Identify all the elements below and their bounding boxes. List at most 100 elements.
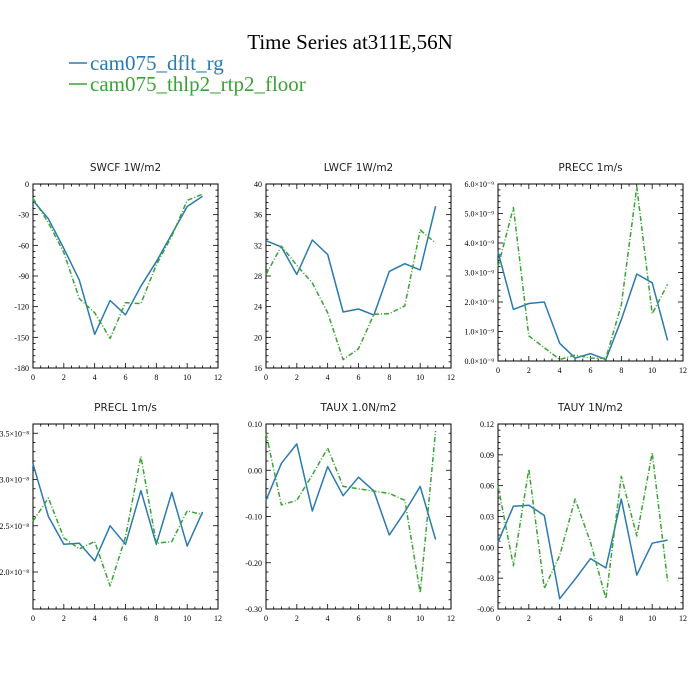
xtick-label: 10 bbox=[183, 373, 191, 382]
xtick-label: 0 bbox=[496, 366, 500, 375]
xtick-label: 12 bbox=[214, 614, 222, 623]
series-line-taux-0 bbox=[265, 443, 437, 540]
ytick-label: 0.10 bbox=[248, 420, 262, 429]
ytick-label: 20 bbox=[254, 333, 262, 342]
panels: SWCF 1W/m20 2 4 6 8 10 12-180-150-120-90-60-30… bbox=[0, 162, 687, 623]
ytick-label: 36 bbox=[254, 211, 262, 220]
legend-label-0: cam075_dflt_rg bbox=[90, 51, 224, 75]
xtick-label: 10 bbox=[183, 614, 191, 623]
legend-item-0: cam075_dflt_rg bbox=[69, 51, 224, 75]
ytick-label: 4.0×10⁻⁹ bbox=[464, 239, 494, 248]
xtick-label: 8 bbox=[387, 614, 391, 623]
xtick-label: 6 bbox=[124, 614, 128, 623]
series-line-tauy-1 bbox=[497, 452, 669, 600]
xtick-label: 10 bbox=[648, 366, 656, 375]
ytick-label: -150 bbox=[14, 333, 29, 342]
xtick-label: 4 bbox=[326, 614, 330, 623]
ytick-label: 0.09 bbox=[480, 451, 494, 460]
ytick-label: 0 bbox=[25, 180, 29, 189]
xtick-label: 4 bbox=[93, 373, 97, 382]
xtick-label: 8 bbox=[154, 614, 158, 623]
ytick-label: -0.10 bbox=[245, 513, 262, 522]
panel-precc-frame bbox=[497, 183, 684, 362]
xtick-label: 2 bbox=[62, 614, 66, 623]
series-line-swcf-1 bbox=[32, 193, 203, 340]
panel-precl-frame bbox=[32, 423, 219, 610]
ytick-label: 0.0×10⁻⁹ bbox=[464, 357, 494, 366]
xtick-label: 8 bbox=[154, 373, 158, 382]
ytick-label: 24 bbox=[254, 303, 262, 312]
figure-title: Time Series at311E,56N bbox=[247, 30, 453, 54]
xtick-label: 2 bbox=[295, 373, 299, 382]
xtick-label: 4 bbox=[558, 366, 562, 375]
xtick-label: 8 bbox=[619, 366, 623, 375]
series-line-taux-1 bbox=[265, 430, 437, 594]
ytick-label: 0.12 bbox=[480, 420, 494, 429]
panel-precc-title: PRECC 1m/s bbox=[558, 162, 622, 174]
panel-swcf-frame bbox=[32, 183, 219, 369]
xtick-label: 2 bbox=[295, 614, 299, 623]
xtick-label: 6 bbox=[357, 373, 361, 382]
ytick-label: -180 bbox=[14, 364, 29, 373]
ytick-label: 40 bbox=[254, 180, 262, 189]
xtick-label: 10 bbox=[416, 614, 424, 623]
xtick-label: 12 bbox=[214, 373, 222, 382]
ytick-label: 0.03 bbox=[480, 513, 494, 522]
ytick-label: 0.06 bbox=[480, 482, 494, 491]
panel-tauy-title: TAUY 1N/m2 bbox=[557, 402, 623, 414]
series-line-precl-1 bbox=[32, 455, 203, 587]
ytick-label: 0.00 bbox=[480, 543, 494, 552]
panel-tauy-frame bbox=[497, 423, 684, 610]
xtick-label: 6 bbox=[589, 614, 593, 623]
ytick-label: 2.0×10⁻⁹ bbox=[464, 298, 494, 307]
series-line-lwcf-0 bbox=[265, 206, 437, 316]
series-line-precc-1 bbox=[497, 186, 669, 361]
xtick-label: 4 bbox=[326, 373, 330, 382]
panel-taux-title: TAUX 1.0N/m2 bbox=[320, 402, 397, 414]
ytick-label: 3.0×10⁻⁹ bbox=[464, 269, 494, 278]
xtick-label: 12 bbox=[679, 614, 687, 623]
ytick-label: -0.06 bbox=[477, 605, 494, 614]
xtick-label: 0 bbox=[496, 614, 500, 623]
ytick-label: -0.20 bbox=[245, 559, 262, 568]
panel-precl-title: PRECL 1m/s bbox=[94, 402, 157, 414]
xtick-label: 2 bbox=[62, 373, 66, 382]
panel-lwcf-frame bbox=[265, 183, 452, 369]
xtick-label: 12 bbox=[447, 614, 455, 623]
xtick-label: 6 bbox=[357, 614, 361, 623]
panel-swcf: SWCF 1W/m2 0 2 4 6 8 10 12 -180 -150 -120 -90 -60 -30… bbox=[14, 162, 222, 382]
xtick-label: 2 bbox=[527, 614, 531, 623]
panel-swcf-title: SWCF 1W/m2 bbox=[90, 162, 161, 174]
xtick-label: 12 bbox=[447, 373, 455, 382]
ytick-label: 1.0×10⁻⁹ bbox=[464, 328, 494, 337]
panel-tauy: TAUY 1N/m2 0 2 4 6 8 10 12 -0.06 -0.03 0.00 0.03 0.0… bbox=[477, 402, 687, 623]
ytick-label: -90 bbox=[18, 272, 29, 281]
xtick-label: 0 bbox=[264, 373, 268, 382]
xtick-label: 6 bbox=[589, 366, 593, 375]
legend: cam075_dflt_rg cam075_thlp2_rtp2_floor bbox=[69, 51, 306, 96]
ytick-label: 3.0×10⁻⁸ bbox=[0, 476, 29, 485]
xtick-label: 0 bbox=[264, 614, 268, 623]
ytick-label: 6.0×10⁻⁹ bbox=[464, 180, 494, 189]
series-line-lwcf-1 bbox=[265, 229, 437, 361]
ytick-label: -0.30 bbox=[245, 605, 262, 614]
series-line-precc-0 bbox=[497, 251, 669, 361]
xtick-label: 12 bbox=[679, 366, 687, 375]
legend-item-1: cam075_thlp2_rtp2_floor bbox=[69, 72, 306, 96]
ytick-label: 2.0×10⁻⁸ bbox=[0, 568, 29, 577]
xtick-label: 4 bbox=[558, 614, 562, 623]
ytick-label: 5.0×10⁻⁹ bbox=[464, 210, 494, 219]
xtick-label: 0 bbox=[31, 373, 35, 382]
xtick-label: 10 bbox=[416, 373, 424, 382]
series-line-swcf-0 bbox=[32, 195, 204, 336]
panel-precl: PRECL 1m/s 0 2 4 6 8 10 12 2.0×10⁻⁸ 2.5×10⁻⁸ 3.0×1… bbox=[0, 402, 222, 623]
ytick-label: -60 bbox=[18, 241, 29, 250]
ytick-label: -0.03 bbox=[477, 574, 494, 583]
ytick-label: 32 bbox=[254, 241, 262, 250]
xtick-label: 4 bbox=[93, 614, 97, 623]
series-line-tauy-0 bbox=[497, 498, 668, 600]
ytick-label: 16 bbox=[254, 364, 262, 373]
xtick-label: 2 bbox=[527, 366, 531, 375]
